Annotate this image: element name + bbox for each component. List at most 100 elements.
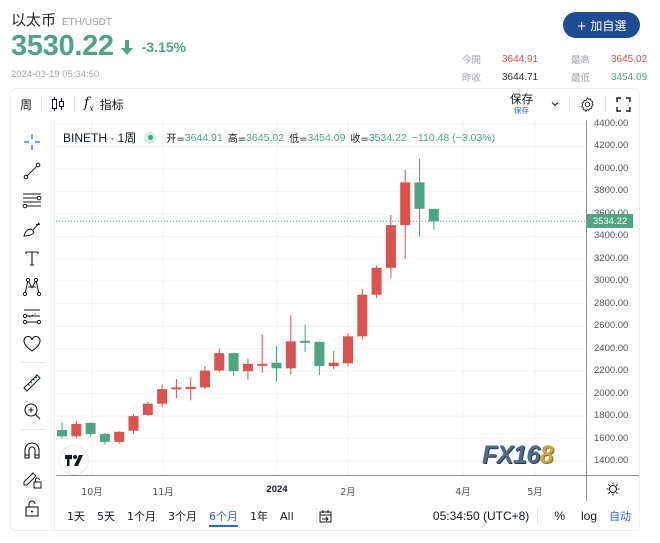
candle[interactable] bbox=[257, 334, 268, 373]
quote-header: 以太币 ETH/USDT 3530.22 -3.15% 2024-03-19 0… bbox=[0, 0, 660, 88]
lock-drawings-tool[interactable] bbox=[21, 468, 43, 490]
range-button[interactable]: 3个月 bbox=[168, 510, 197, 523]
toolbar-divider bbox=[74, 96, 76, 112]
save-button[interactable]: 保存 保存 bbox=[502, 93, 541, 115]
range-button[interactable]: All bbox=[280, 509, 294, 523]
tradingview-logo[interactable] bbox=[59, 445, 89, 475]
candle[interactable] bbox=[128, 414, 139, 434]
brush-icon bbox=[23, 222, 41, 237]
candle[interactable] bbox=[157, 384, 168, 408]
range-button[interactable]: 1天 bbox=[67, 510, 85, 523]
settings-button[interactable] bbox=[570, 89, 605, 119]
gear-icon bbox=[581, 96, 594, 112]
time-axis-label: 2024 bbox=[266, 484, 288, 495]
fib-tool[interactable] bbox=[21, 189, 43, 211]
price-axis[interactable]: 4400.00 4200.00 4000.00 3800.00 3600.00 3400.… bbox=[586, 118, 639, 475]
range-button[interactable]: 6个月 bbox=[203, 502, 244, 530]
chart-toolbar: 周 fx 指标 保存 保存 bbox=[11, 89, 639, 119]
price-axis-label: 4000.00 bbox=[594, 162, 629, 174]
candle[interactable] bbox=[300, 324, 311, 353]
candle[interactable] bbox=[357, 289, 368, 340]
goto-date-button[interactable] bbox=[318, 509, 333, 527]
candle[interactable] bbox=[400, 170, 411, 259]
prediction-tool[interactable] bbox=[21, 305, 43, 327]
candle[interactable] bbox=[314, 341, 325, 376]
price-axis-label: 4400.00 bbox=[594, 118, 629, 129]
magnet-tool[interactable] bbox=[21, 440, 43, 462]
indicators-button[interactable]: fx 指标 bbox=[75, 89, 133, 119]
time-axis[interactable]: 10月 11月 2024 2月 4月 5月 bbox=[56, 475, 586, 501]
range-button[interactable]: 1个月 bbox=[127, 510, 156, 523]
candle[interactable] bbox=[414, 158, 425, 237]
current-time[interactable]: 05:34:50 (UTC+8) bbox=[432, 509, 530, 523]
quote-timestamp: 2024-03-19 05:34:50 bbox=[11, 69, 100, 80]
prev-close-value: 3644.71 bbox=[502, 71, 539, 83]
add-to-watchlist-button[interactable]: + 加自選 bbox=[563, 12, 640, 38]
time-axis-label: 5月 bbox=[527, 487, 543, 498]
candle[interactable] bbox=[228, 352, 239, 376]
candle[interactable] bbox=[428, 208, 439, 231]
time-axis-label: 2月 bbox=[340, 487, 356, 498]
candle[interactable] bbox=[171, 378, 182, 399]
auto-scale-toggle[interactable]: 自动 bbox=[609, 510, 631, 523]
legend-change: −110.48 (−3.03%) bbox=[411, 131, 496, 144]
pattern-tool[interactable] bbox=[21, 276, 43, 298]
measure-tool[interactable] bbox=[21, 372, 43, 394]
price-change-percent: -3.15% bbox=[141, 38, 187, 55]
candle[interactable] bbox=[200, 366, 210, 390]
stats-right: 最高 3645.02 最低 3454.09 bbox=[571, 50, 647, 86]
percent-scale-toggle[interactable]: % bbox=[554, 509, 565, 523]
price-axis-label: 2800.00 bbox=[594, 297, 629, 309]
text-tool[interactable] bbox=[21, 247, 43, 269]
low-value: 3454.09 bbox=[611, 71, 648, 83]
log-scale-toggle[interactable]: log bbox=[580, 509, 597, 523]
time-axis-label: 11月 bbox=[152, 487, 174, 498]
axis-settings-button[interactable] bbox=[586, 475, 639, 501]
interval-button[interactable]: 周 bbox=[11, 89, 41, 119]
crosshair-tool[interactable] bbox=[21, 131, 43, 153]
candle[interactable] bbox=[99, 432, 110, 445]
fullscreen-button[interactable] bbox=[606, 89, 639, 119]
time-axis-label: 10月 bbox=[81, 487, 103, 498]
candle[interactable] bbox=[343, 332, 353, 367]
candlestick-chart[interactable] bbox=[56, 120, 586, 475]
price-axis-label: 2400.00 bbox=[594, 342, 629, 354]
candle[interactable] bbox=[328, 350, 339, 370]
zoom-in-tool[interactable] bbox=[21, 400, 43, 422]
candles-icon bbox=[52, 97, 65, 111]
brush-tool[interactable] bbox=[21, 218, 43, 240]
legend-symbol[interactable]: BINETH · 1周 bbox=[63, 131, 137, 145]
trend-line-tool[interactable] bbox=[21, 160, 43, 182]
chart-legend: BINETH · 1周 开= 3644.91 高= 3645.02 低= 345… bbox=[63, 129, 500, 146]
legend-close-key: 收= bbox=[350, 134, 369, 145]
lock-tool[interactable] bbox=[21, 497, 43, 519]
current-price: 3530.22 bbox=[11, 30, 114, 62]
candle[interactable] bbox=[114, 431, 125, 444]
candle[interactable] bbox=[385, 214, 396, 278]
chart-type-button[interactable] bbox=[42, 89, 74, 119]
candle[interactable] bbox=[271, 345, 282, 382]
candle[interactable] bbox=[371, 265, 382, 299]
candle[interactable] bbox=[57, 422, 67, 439]
favorites-tool[interactable] bbox=[21, 333, 43, 355]
price-axis-label: 3000.00 bbox=[594, 275, 629, 287]
candle[interactable] bbox=[242, 358, 253, 380]
candle[interactable] bbox=[214, 348, 225, 373]
toolbar-right: 保存 保存 bbox=[502, 89, 639, 119]
candle[interactable] bbox=[185, 377, 196, 401]
candle[interactable] bbox=[85, 422, 96, 437]
range-button[interactable]: 1年 bbox=[250, 510, 268, 523]
drawing-toolbar bbox=[11, 120, 55, 531]
candle[interactable] bbox=[285, 314, 296, 375]
candle[interactable] bbox=[142, 401, 153, 417]
prev-close-label: 昨收 bbox=[462, 73, 482, 84]
candle[interactable] bbox=[71, 421, 82, 439]
price-axis-label: 3600.00 bbox=[594, 208, 628, 219]
range-button[interactable]: 5天 bbox=[97, 510, 115, 523]
text-icon bbox=[25, 251, 39, 266]
price-axis-label: 3400.00 bbox=[594, 230, 629, 242]
save-options-dropdown[interactable] bbox=[541, 89, 569, 119]
legend-close: 3534.22 bbox=[368, 131, 407, 144]
toolbar-divider bbox=[41, 96, 43, 112]
fullscreen-icon bbox=[616, 96, 631, 112]
